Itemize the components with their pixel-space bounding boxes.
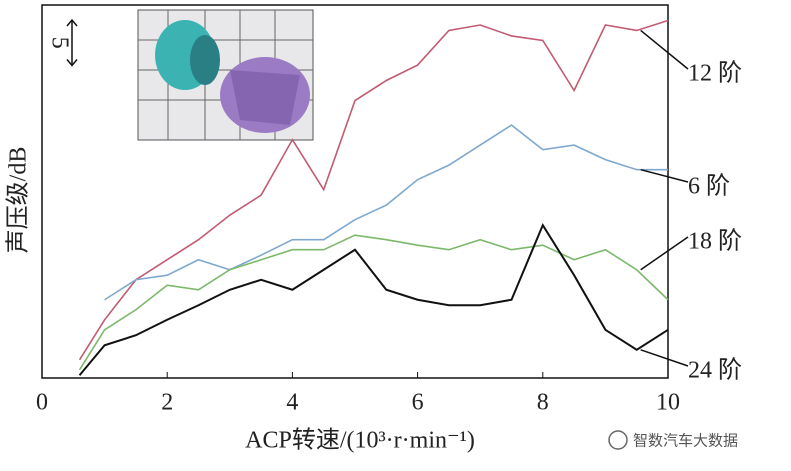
series-label: 12 阶: [688, 60, 742, 87]
series-line: [104, 124, 668, 301]
label-arrow: [640, 349, 689, 367]
series-line: [78, 19, 669, 361]
watermark: 智数汽车大数据: [633, 432, 738, 450]
x-tick-label: 0: [36, 390, 48, 416]
series-label: 24 阶: [688, 357, 742, 384]
x-tick-label: 2: [161, 390, 173, 416]
series-line: [78, 222, 669, 376]
scale-bar-arrows: [66, 18, 78, 67]
scale-bar-label: 5: [46, 37, 72, 49]
y-axis-label: 声压级/dB: [5, 147, 32, 254]
series-line: [78, 234, 669, 371]
label-arrow: [640, 168, 689, 183]
watermark-icon: [608, 430, 628, 450]
x-tick-label: 6: [412, 390, 424, 416]
x-tick-label: 4: [286, 390, 298, 416]
label-arrow: [640, 29, 689, 70]
series-label: 18 阶: [688, 228, 742, 255]
series-label: 6 阶: [688, 173, 730, 200]
inset-image: [137, 9, 314, 141]
label-arrow: [640, 236, 689, 271]
x-tick-label: 10: [656, 390, 680, 416]
x-axis-label: ACP转速/(10³·r·min⁻¹): [245, 427, 475, 454]
plot-frame: [41, 4, 669, 379]
x-tick-label: 8: [537, 390, 549, 416]
